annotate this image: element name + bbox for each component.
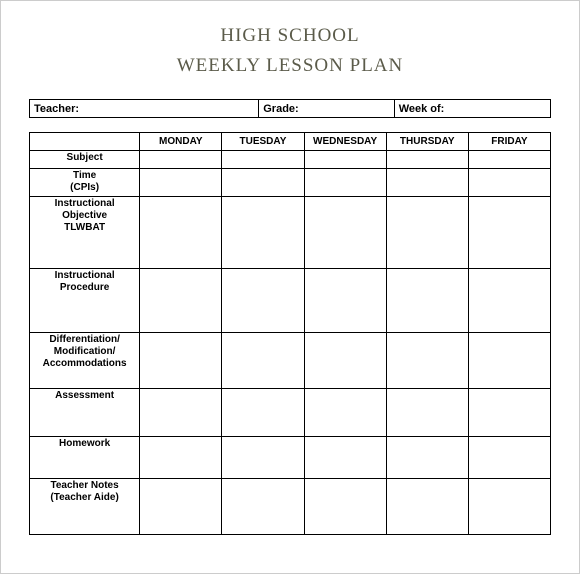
cell xyxy=(386,479,468,535)
cell xyxy=(140,479,222,535)
cell xyxy=(468,169,550,197)
header-row: MONDAY TUESDAY WEDNESDAY THURSDAY FRIDAY xyxy=(30,133,551,151)
title-line-1: HIGH SCHOOL xyxy=(29,25,551,47)
cell xyxy=(468,389,550,437)
main-table: MONDAY TUESDAY WEDNESDAY THURSDAY FRIDAY… xyxy=(29,132,551,535)
header-table: Teacher: Grade: Week of: xyxy=(29,99,551,118)
table-row: Subject xyxy=(30,151,551,169)
table-row: Instructional Objective TLWBAT xyxy=(30,197,551,269)
title-block: HIGH SCHOOL WEEKLY LESSON PLAN xyxy=(29,25,551,77)
header-day: WEDNESDAY xyxy=(304,133,386,151)
cell xyxy=(222,151,304,169)
table-row: Teacher Notes (Teacher Aide) xyxy=(30,479,551,535)
page: HIGH SCHOOL WEEKLY LESSON PLAN Teacher: … xyxy=(0,0,580,574)
cell xyxy=(304,269,386,333)
cell xyxy=(140,389,222,437)
cell xyxy=(468,479,550,535)
cell xyxy=(468,333,550,389)
table-body: SubjectTime (CPIs)Instructional Objectiv… xyxy=(30,151,551,535)
cell xyxy=(304,389,386,437)
cell xyxy=(140,437,222,479)
cell xyxy=(386,151,468,169)
table-row: Assessment xyxy=(30,389,551,437)
table-row: Time (CPIs) xyxy=(30,169,551,197)
cell xyxy=(222,169,304,197)
cell xyxy=(140,169,222,197)
header-day: THURSDAY xyxy=(386,133,468,151)
header-day: MONDAY xyxy=(140,133,222,151)
cell xyxy=(304,333,386,389)
cell xyxy=(222,437,304,479)
cell xyxy=(468,269,550,333)
cell xyxy=(386,437,468,479)
cell xyxy=(304,437,386,479)
title-line-2: WEEKLY LESSON PLAN xyxy=(29,55,551,77)
row-label: Differentiation/ Modification/ Accommoda… xyxy=(30,333,140,389)
cell xyxy=(386,389,468,437)
row-label: Time (CPIs) xyxy=(30,169,140,197)
cell xyxy=(222,389,304,437)
cell xyxy=(386,333,468,389)
row-label: Instructional Procedure xyxy=(30,269,140,333)
table-row: Differentiation/ Modification/ Accommoda… xyxy=(30,333,551,389)
cell xyxy=(140,269,222,333)
cell xyxy=(304,151,386,169)
row-label: Assessment xyxy=(30,389,140,437)
cell xyxy=(222,269,304,333)
cell xyxy=(140,197,222,269)
field-teacher: Teacher: xyxy=(30,100,259,118)
row-label: Instructional Objective TLWBAT xyxy=(30,197,140,269)
cell xyxy=(386,197,468,269)
cell xyxy=(468,197,550,269)
field-week-of: Week of: xyxy=(394,100,550,118)
header-blank xyxy=(30,133,140,151)
cell xyxy=(222,197,304,269)
cell xyxy=(304,169,386,197)
row-label: Homework xyxy=(30,437,140,479)
table-row: Instructional Procedure xyxy=(30,269,551,333)
field-grade: Grade: xyxy=(259,100,394,118)
cell xyxy=(468,437,550,479)
row-label: Teacher Notes (Teacher Aide) xyxy=(30,479,140,535)
cell xyxy=(386,269,468,333)
cell xyxy=(304,479,386,535)
table-row: Homework xyxy=(30,437,551,479)
cell xyxy=(468,151,550,169)
cell xyxy=(222,333,304,389)
spacer xyxy=(29,118,551,132)
cell xyxy=(140,151,222,169)
header-day: TUESDAY xyxy=(222,133,304,151)
cell xyxy=(304,197,386,269)
row-label: Subject xyxy=(30,151,140,169)
cell xyxy=(222,479,304,535)
header-day: FRIDAY xyxy=(468,133,550,151)
cell xyxy=(386,169,468,197)
cell xyxy=(140,333,222,389)
